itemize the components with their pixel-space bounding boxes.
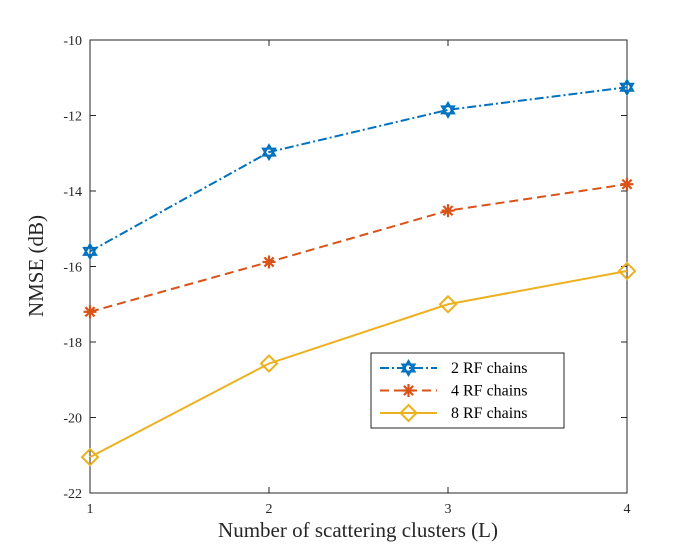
data-point [261, 143, 277, 162]
data-point [620, 177, 634, 191]
data-point [438, 294, 458, 314]
data-point [82, 242, 98, 261]
series-line [89, 270, 628, 459]
axes: 1 2 3 4 -22 -20 -18 -16 -14 -12 -10 [63, 34, 630, 517]
x-tick-label: 1 [87, 502, 94, 517]
data-point [80, 447, 100, 467]
legend-entry: 8 RF chains [380, 403, 527, 423]
y-tick-label: -12 [63, 110, 82, 125]
series-line [89, 183, 628, 313]
data-point [259, 354, 279, 373]
legend-label: 4 RF chains [451, 383, 527, 400]
x-axis-title: Number of scattering clusters (L) [218, 518, 498, 542]
series-1 [82, 78, 635, 261]
diamond-shape [438, 294, 458, 314]
hexagram-triangle-down [619, 82, 635, 97]
series-line [89, 86, 628, 253]
y-tick-label: -16 [63, 261, 82, 276]
data-point [83, 305, 97, 319]
series-2 [83, 177, 634, 319]
hexagram-triangle-up [400, 358, 417, 373]
legend-label: 2 RF chains [451, 360, 527, 377]
series-layer [80, 78, 637, 467]
y-axis-title: NMSE (dB) [24, 215, 48, 317]
legend-marker [402, 384, 415, 397]
diamond-shape [259, 354, 279, 373]
asterisk-stroke [621, 178, 633, 190]
asterisk-stroke [442, 205, 454, 217]
y-tick-label: -10 [63, 34, 82, 49]
legend-marker [399, 403, 418, 423]
asterisk-stroke [263, 256, 275, 268]
x-tick-label: 3 [445, 502, 452, 517]
hexagram-triangle-down [261, 147, 277, 162]
y-tick-label: -22 [63, 487, 82, 502]
hexagram-triangle-down [440, 105, 456, 119]
hexagram-triangle-up [261, 143, 277, 157]
y-tick-label: -18 [63, 336, 82, 351]
legend: 2 RF chains 4 RF chains 8 RF chains [370, 352, 565, 429]
data-point [440, 100, 456, 119]
hexagram-triangle-down [82, 246, 98, 261]
data-point [262, 255, 276, 269]
x-tick-label: 2 [266, 502, 273, 517]
diamond-shape [617, 261, 637, 281]
y-tick-label: -20 [63, 412, 82, 427]
series-3 [80, 261, 637, 467]
legend-entry: 2 RF chains [380, 358, 527, 378]
data-point [617, 261, 637, 281]
y-tick-label: -14 [63, 185, 82, 200]
hexagram-triangle-up [440, 100, 456, 115]
diamond-shape [80, 447, 100, 467]
asterisk-stroke [84, 306, 96, 318]
legend-label: 8 RF chains [451, 405, 527, 422]
data-point [441, 204, 455, 218]
diamond-shape [399, 403, 418, 423]
legend-entry: 4 RF chains [380, 383, 527, 400]
hexagram-triangle-up [619, 78, 635, 92]
asterisk-stroke [403, 385, 414, 396]
hexagram-triangle-up [82, 242, 98, 256]
data-point [619, 78, 635, 97]
hexagram-triangle-down [400, 363, 417, 378]
x-tick-label: 4 [624, 502, 631, 517]
legend-marker [400, 358, 417, 378]
